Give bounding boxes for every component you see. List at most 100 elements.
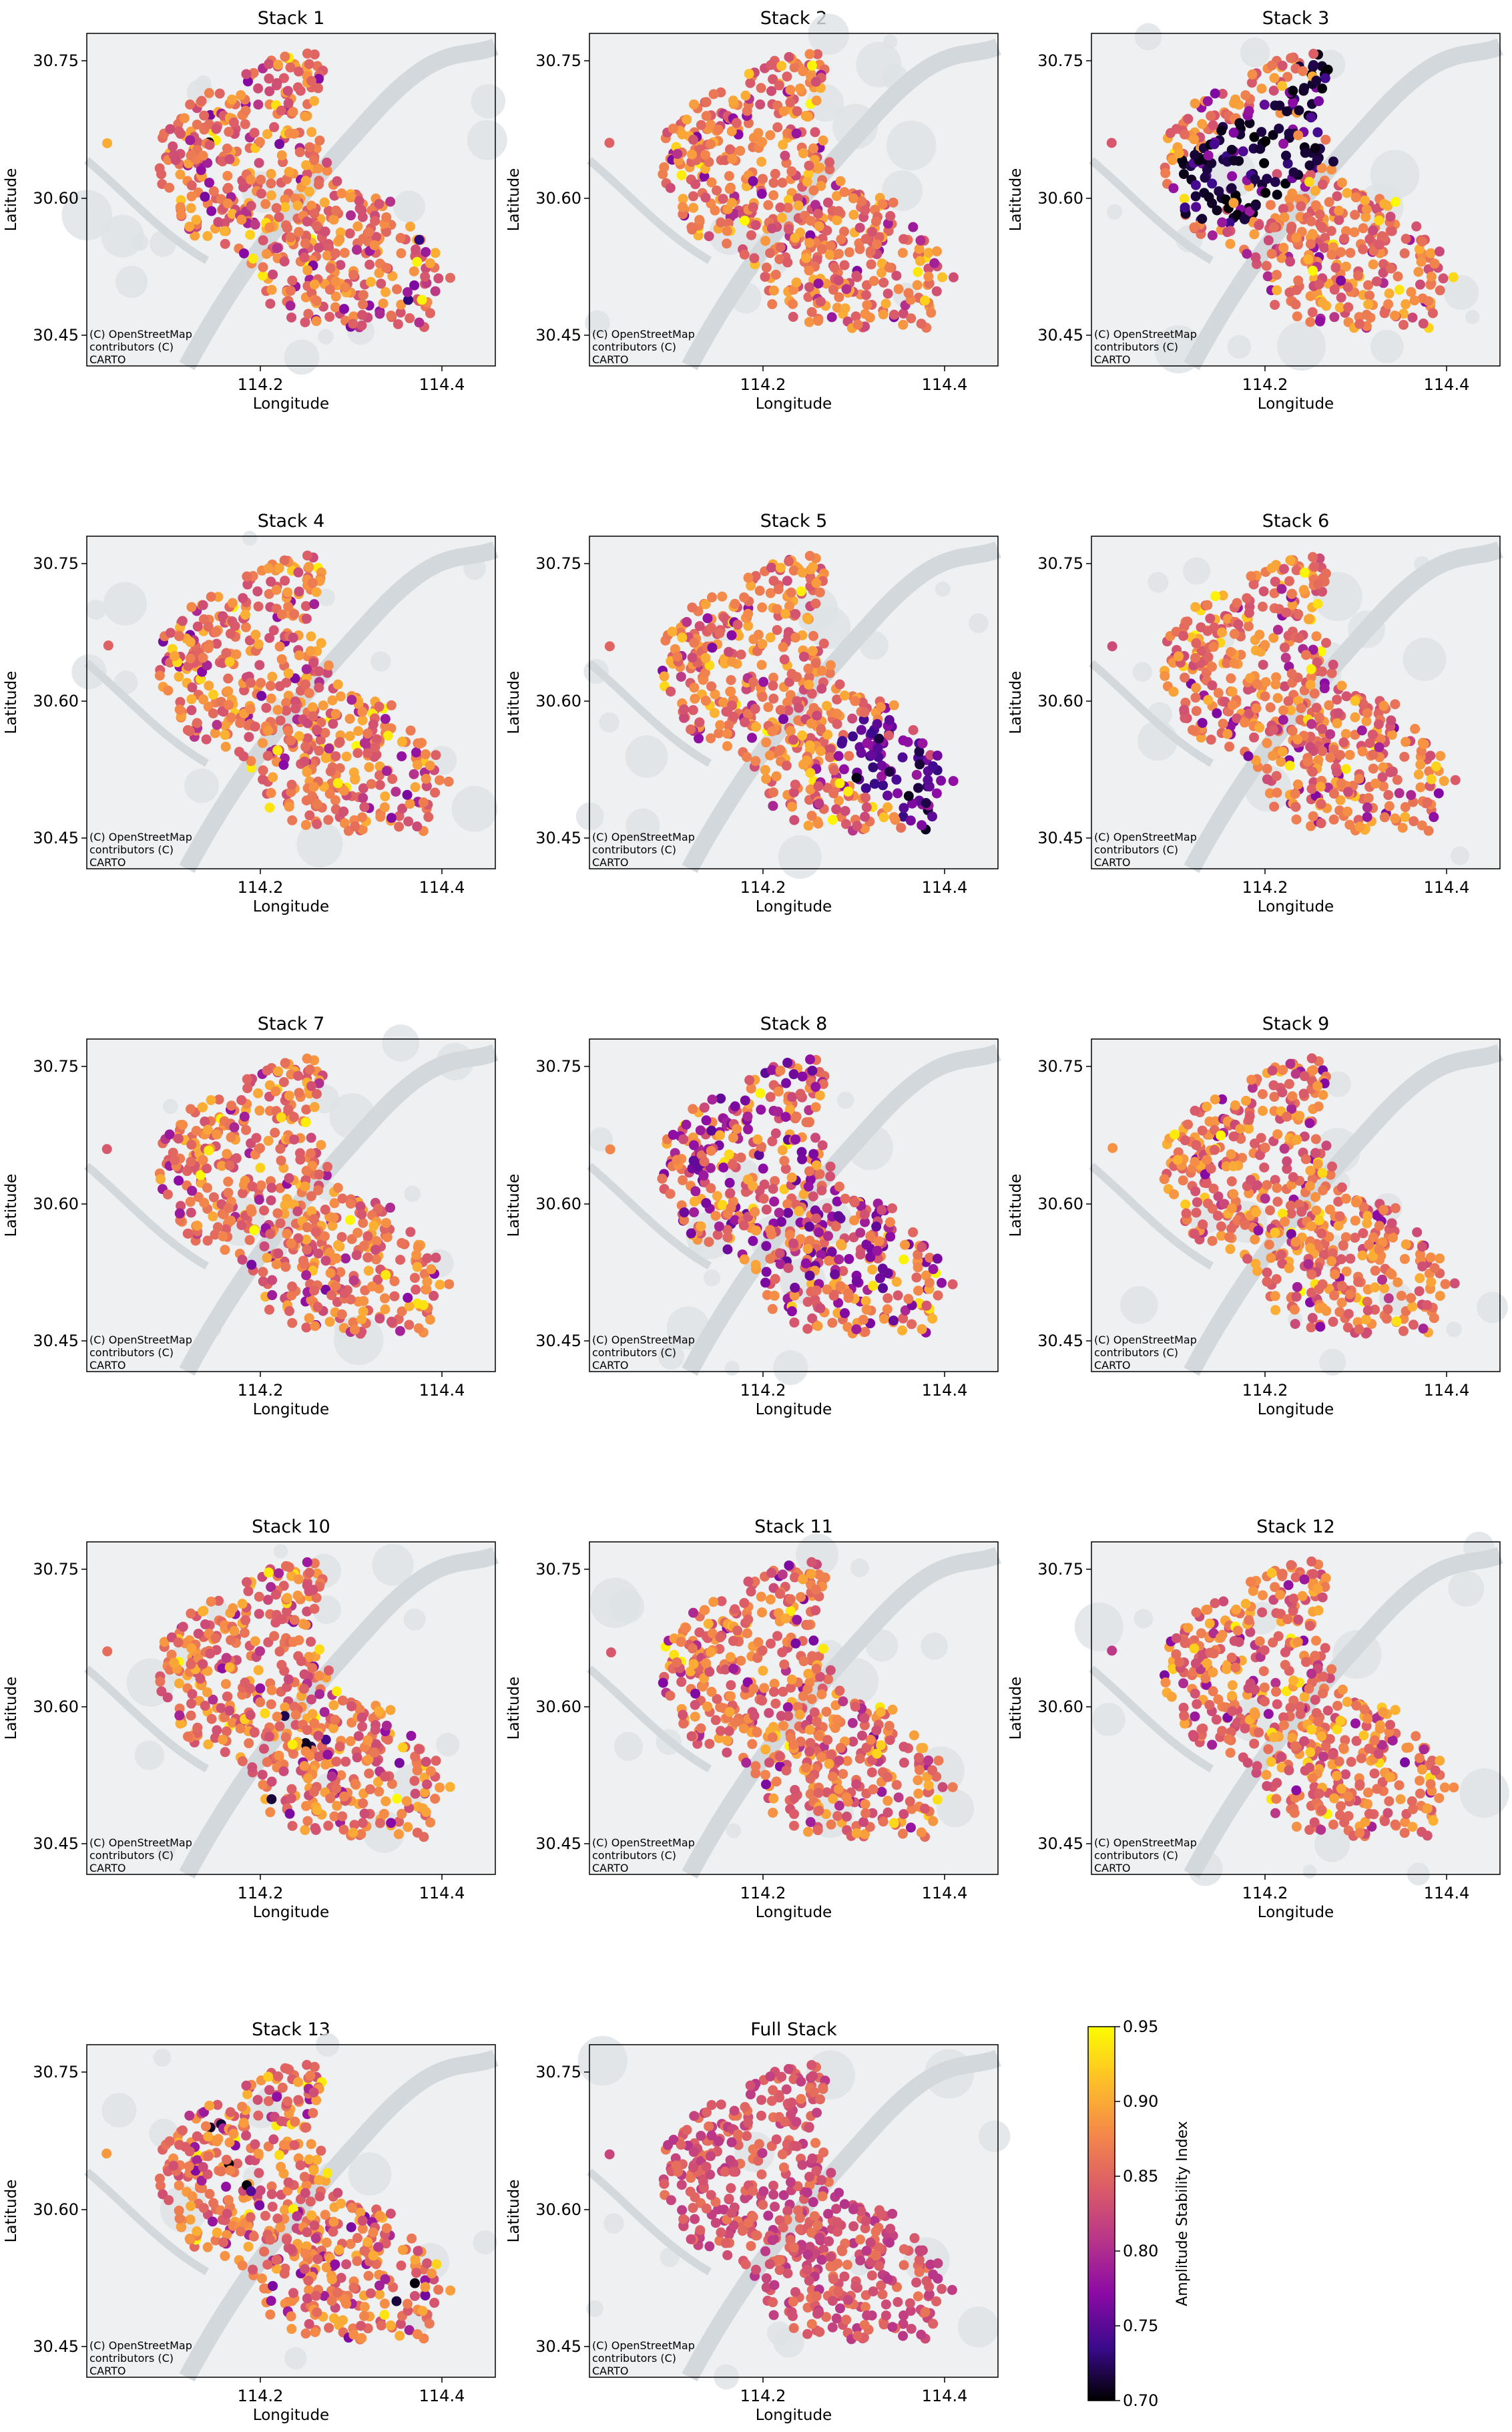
point-mark	[1258, 1106, 1268, 1117]
point-mark	[330, 804, 341, 815]
point-mark	[937, 1277, 947, 1288]
point-mark	[309, 599, 320, 610]
point-mark	[198, 1155, 208, 1165]
point-mark	[370, 216, 381, 226]
point-mark	[758, 174, 768, 184]
point-mark	[784, 676, 794, 687]
point-mark	[314, 1169, 324, 1180]
point-mark	[917, 738, 928, 749]
point-mark	[250, 219, 260, 230]
point-mark	[264, 802, 275, 813]
point-mark	[1179, 704, 1190, 715]
point-mark	[1353, 1277, 1364, 1287]
point-mark	[678, 1134, 689, 1145]
point-mark	[678, 1175, 688, 1185]
point-mark	[242, 571, 252, 582]
point-mark	[303, 309, 314, 319]
point-mark	[330, 291, 341, 302]
point-mark	[1401, 299, 1411, 310]
point-mark	[263, 563, 274, 574]
point-mark	[860, 823, 870, 834]
point-mark	[1362, 1211, 1373, 1221]
point-mark	[1362, 1296, 1372, 1307]
point-mark	[1408, 1320, 1419, 1330]
point-mark	[274, 641, 285, 652]
basemap-lake	[1134, 23, 1162, 51]
point-mark	[788, 1069, 799, 1080]
point-mark	[199, 110, 210, 121]
point-mark	[1281, 150, 1292, 161]
point-mark	[320, 1255, 331, 1266]
point-mark	[715, 720, 726, 731]
point-mark	[743, 620, 754, 631]
point-mark	[226, 1100, 237, 1111]
point-mark	[1262, 1276, 1272, 1287]
point-mark	[300, 601, 311, 612]
point-mark	[421, 781, 432, 791]
point-mark	[753, 630, 764, 640]
point-mark	[170, 1155, 180, 1165]
point-mark	[1354, 1324, 1364, 1335]
point-mark	[749, 253, 760, 264]
point-mark	[1228, 1131, 1239, 1142]
point-mark	[700, 695, 711, 706]
point-mark	[286, 787, 296, 797]
point-mark	[1226, 646, 1236, 657]
point-mark	[779, 1155, 790, 1166]
point-mark	[1386, 715, 1397, 726]
point-mark	[330, 205, 341, 216]
point-mark	[907, 1319, 917, 1330]
point-mark	[866, 226, 877, 237]
point-mark	[768, 801, 778, 811]
point-mark	[266, 693, 276, 704]
point-mark	[273, 1248, 284, 1259]
point-mark	[768, 74, 778, 85]
point-mark	[1305, 1243, 1316, 1253]
point-mark	[1272, 787, 1282, 798]
point-mark	[227, 94, 238, 105]
point-mark	[192, 718, 202, 729]
point-mark	[1205, 613, 1216, 624]
point-mark	[700, 668, 710, 678]
basemap-lake	[1277, 321, 1326, 371]
point-mark	[824, 1255, 834, 1266]
point-mark	[1305, 239, 1316, 250]
point-mark	[828, 1290, 839, 1301]
point-mark	[1296, 702, 1306, 713]
point-mark	[1160, 670, 1170, 681]
point-mark	[1257, 602, 1268, 612]
point-mark	[395, 232, 406, 243]
point-mark	[856, 748, 866, 759]
point-mark	[760, 1277, 771, 1288]
point-mark	[284, 1090, 294, 1101]
point-mark	[374, 198, 385, 209]
point-mark	[1288, 167, 1299, 178]
point-mark	[781, 1078, 792, 1088]
point-mark	[1197, 1125, 1208, 1136]
x-tick-label: 114.4	[922, 878, 968, 897]
point-mark	[283, 98, 294, 109]
point-mark	[923, 248, 934, 258]
y-tick-label: 30.60	[535, 189, 581, 208]
point-mark	[1378, 762, 1389, 773]
point-mark	[1284, 1078, 1294, 1089]
point-mark	[1342, 806, 1353, 817]
point-mark	[1340, 261, 1351, 272]
point-mark	[314, 135, 325, 146]
point-mark	[331, 1253, 342, 1263]
point-mark	[425, 760, 435, 771]
basemap-river	[1184, 541, 1503, 873]
point-mark	[369, 240, 380, 250]
point-mark	[352, 748, 363, 759]
point-mark	[1306, 1269, 1317, 1280]
point-mark	[689, 1196, 700, 1207]
point-mark	[1385, 212, 1396, 222]
point-mark	[1228, 1161, 1238, 1171]
point-mark	[164, 182, 175, 193]
point-mark	[1335, 750, 1346, 761]
point-mark	[270, 1127, 280, 1138]
point-mark	[860, 205, 870, 216]
point-mark	[1292, 779, 1303, 790]
basemap-lake	[451, 786, 498, 832]
point-mark	[868, 276, 879, 286]
